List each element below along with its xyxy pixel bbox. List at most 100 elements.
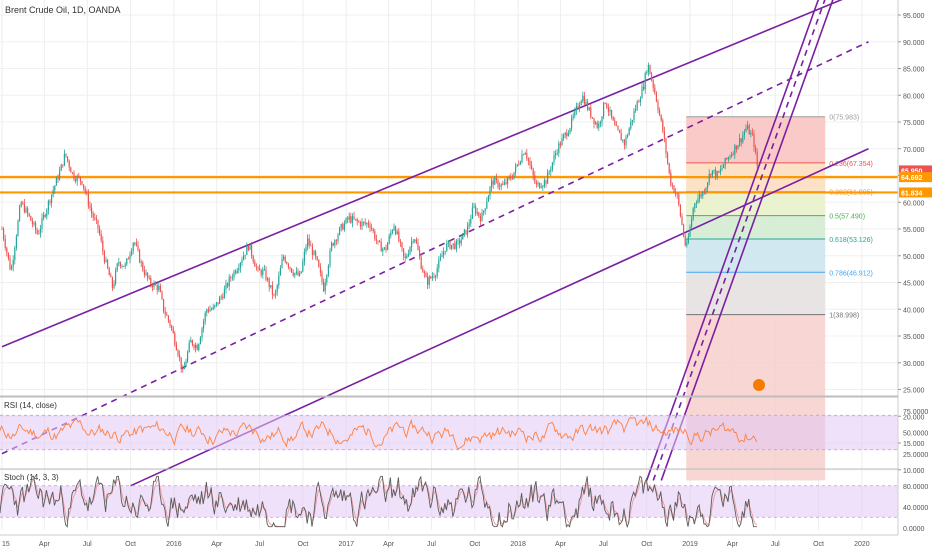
y-tick-label-17: 10.000 (903, 468, 925, 475)
candle-body (687, 236, 689, 243)
candle-body (166, 314, 168, 316)
candle-body (262, 269, 264, 275)
candle-body (459, 240, 461, 244)
candle-body (455, 240, 457, 249)
candle-body (132, 243, 134, 251)
candle-body (593, 117, 595, 124)
candle-body (124, 264, 126, 267)
candle-body (510, 176, 512, 179)
candle-body (347, 218, 349, 220)
candle-body (292, 272, 294, 276)
candle-body (694, 203, 696, 209)
x-tick-label-15: Oct (641, 541, 652, 548)
candle-body (279, 267, 281, 276)
candle-body (383, 247, 385, 249)
candle-body (115, 270, 117, 284)
candle-body (511, 178, 513, 180)
candle-body (457, 240, 459, 242)
candle-body (137, 244, 139, 250)
candle-body (439, 257, 441, 261)
candle-body (542, 185, 544, 188)
y-tick-label-15: 20.000 (903, 414, 925, 421)
candle-body (443, 251, 445, 256)
candle-body (382, 248, 384, 252)
candle-body (588, 107, 590, 110)
candle-body (305, 247, 307, 252)
candle-body (623, 139, 625, 146)
candle-body (399, 241, 401, 243)
x-tick-label-6: Jul (255, 541, 264, 548)
fib-label-4: 0.618(53.126) (829, 237, 873, 244)
fib-label-6: 1(38.998) (829, 313, 859, 320)
candle-body (691, 218, 693, 227)
candle-body (555, 153, 557, 156)
candle-body (398, 231, 400, 242)
candle-body (660, 114, 662, 121)
candle-body (742, 135, 744, 143)
candle-body (28, 213, 30, 216)
candle-body (319, 266, 321, 273)
candle-body (487, 195, 489, 202)
x-tick-label-20: 2020 (854, 541, 870, 548)
candle-body (692, 208, 694, 219)
candle-body (641, 86, 643, 99)
candle-body (71, 172, 73, 174)
candle-body (404, 256, 406, 258)
candle-body (564, 132, 566, 135)
candle-body (67, 156, 69, 161)
candle-body (599, 122, 601, 124)
y-tick-label-0: 95.000 (903, 13, 925, 20)
candle-body (444, 250, 446, 252)
candle-body (377, 240, 379, 242)
candle-body (438, 260, 440, 269)
y-tick-label-7: 60.000 (903, 200, 925, 207)
candle-body (151, 284, 153, 288)
candle-body (339, 227, 341, 235)
candle-body (591, 117, 593, 118)
price-badge-text-2: 61.834 (901, 190, 923, 197)
fib-zone-0 (686, 116, 826, 163)
candle-body (249, 244, 251, 250)
candle-body (606, 103, 608, 109)
x-tick-label-12: 2018 (510, 541, 526, 548)
candle-body (148, 277, 150, 279)
candle-body (231, 277, 233, 279)
candle-body (33, 222, 35, 225)
candle-body (99, 228, 101, 235)
candle-body (659, 110, 661, 115)
x-tick-label-18: Jul (771, 541, 780, 548)
candle-body (643, 86, 645, 90)
candle-body (721, 168, 723, 170)
candle-body (505, 182, 507, 184)
candle-body (260, 270, 262, 275)
candle-body (566, 132, 568, 137)
candle-body (92, 213, 94, 218)
candle-body (105, 259, 107, 263)
candle-body (601, 116, 603, 123)
candle-body (127, 258, 129, 260)
candle-body (737, 145, 739, 150)
candle-body (409, 247, 411, 254)
candle-body (649, 64, 651, 75)
rsi-line (0, 415, 758, 450)
candle-body (574, 110, 576, 116)
candle-body (83, 184, 85, 188)
candle-body (207, 309, 209, 312)
fib-label-0: 0(75.983) (829, 115, 859, 122)
candle-body (569, 128, 571, 134)
price-badge-text-0: 65.950 (901, 168, 923, 175)
candle-body (281, 259, 283, 268)
candle-body (76, 175, 78, 182)
y-tick-label-2: 85.000 (903, 67, 925, 74)
candle-body (577, 106, 579, 109)
candle-body (201, 328, 203, 338)
candle-body (284, 256, 286, 263)
candle-body (679, 204, 681, 217)
candle-body (188, 342, 190, 353)
candle-body (683, 224, 685, 236)
candle-body (297, 271, 299, 276)
candle-body (611, 109, 613, 118)
candle-body (364, 222, 366, 224)
candle-body (177, 350, 179, 356)
candle-body (711, 170, 713, 176)
